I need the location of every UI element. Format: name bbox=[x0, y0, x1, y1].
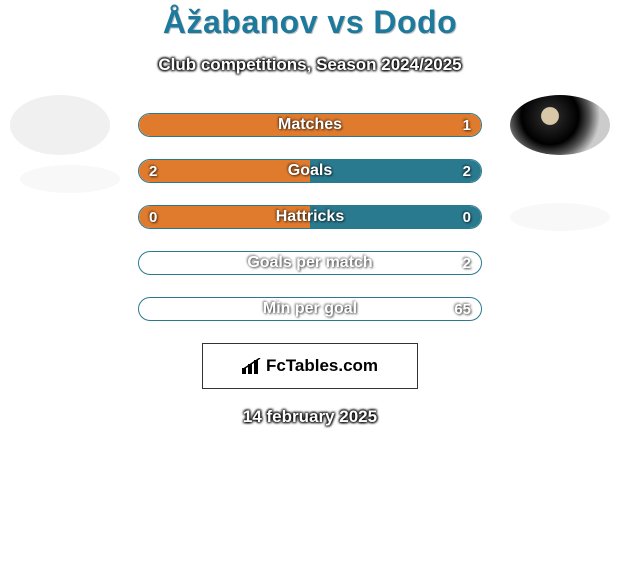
player-left-club-logo bbox=[20, 165, 120, 193]
player-left-avatar bbox=[10, 95, 110, 155]
stat-right-value: 2 bbox=[463, 252, 471, 274]
bars-icon bbox=[242, 358, 262, 374]
stat-bar-goals-per-match: Goals per match 2 bbox=[138, 251, 482, 275]
player-right-club-logo bbox=[510, 203, 610, 231]
stat-bars: Matches 1 2 Goals 2 0 Hattricks 0 Goals … bbox=[138, 113, 482, 321]
stat-bar-fill-right bbox=[310, 160, 481, 182]
source-logo-text: FcTables.com bbox=[266, 356, 378, 376]
stat-bar-hattricks: 0 Hattricks 0 bbox=[138, 205, 482, 229]
stat-bar-fill-right bbox=[310, 206, 481, 228]
stat-label: Min per goal bbox=[139, 298, 481, 320]
source-logo: FcTables.com bbox=[242, 356, 378, 376]
content-area: Matches 1 2 Goals 2 0 Hattricks 0 Goals … bbox=[0, 113, 620, 427]
page-title: Åžabanov vs Dodo bbox=[0, 4, 620, 41]
stat-bar-fill-left bbox=[139, 160, 310, 182]
stat-bar-goals: 2 Goals 2 bbox=[138, 159, 482, 183]
player-right-avatar bbox=[510, 95, 610, 155]
stat-bar-fill-left bbox=[139, 206, 310, 228]
source-logo-box[interactable]: FcTables.com bbox=[202, 343, 418, 389]
date-label: 14 february 2025 bbox=[0, 407, 620, 427]
stat-label: Goals per match bbox=[139, 252, 481, 274]
stat-bar-min-per-goal: Min per goal 65 bbox=[138, 297, 482, 321]
stat-bar-matches: Matches 1 bbox=[138, 113, 482, 137]
comparison-card: Åžabanov vs Dodo Club competitions, Seas… bbox=[0, 0, 620, 427]
stat-bar-fill-left bbox=[139, 114, 481, 136]
subtitle: Club competitions, Season 2024/2025 bbox=[0, 55, 620, 75]
stat-right-value: 65 bbox=[454, 298, 471, 320]
